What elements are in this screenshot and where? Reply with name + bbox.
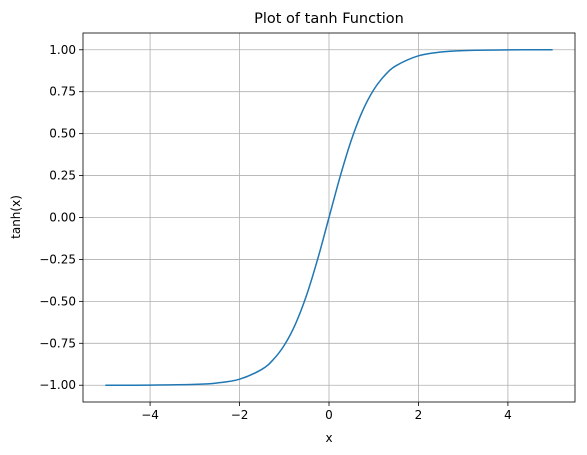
- y-tick-label: −0.75: [39, 336, 76, 350]
- x-axis-label: x: [325, 431, 332, 445]
- chart-title: Plot of tanh Function: [254, 11, 404, 27]
- y-tick-label: 0.50: [49, 127, 76, 141]
- series-layer: [105, 49, 553, 386]
- y-tick-label: 0.00: [49, 211, 76, 225]
- axis-ticks: −4 −2 0 2 4 −1.00 −0.75 −0.50 −0.25 0.00 0.25 0.50 0…: [39, 43, 512, 422]
- y-axis-label: tanh(x): [9, 195, 23, 239]
- y-tick-label: 1.00: [49, 43, 76, 57]
- y-tick-label: 0.75: [49, 85, 76, 99]
- y-tick-label: −0.50: [39, 294, 76, 308]
- y-tick-label: −0.25: [39, 252, 76, 266]
- x-tick-label: 0: [325, 408, 333, 422]
- x-tick-label: 2: [415, 408, 423, 422]
- y-tick-label: 0.25: [49, 169, 76, 183]
- x-tick-label: 4: [504, 408, 512, 422]
- y-tick-label: −1.00: [39, 378, 76, 392]
- x-tick-label: −2: [231, 408, 249, 422]
- tanh-line: [105, 49, 553, 386]
- x-tick-label: −4: [141, 408, 159, 422]
